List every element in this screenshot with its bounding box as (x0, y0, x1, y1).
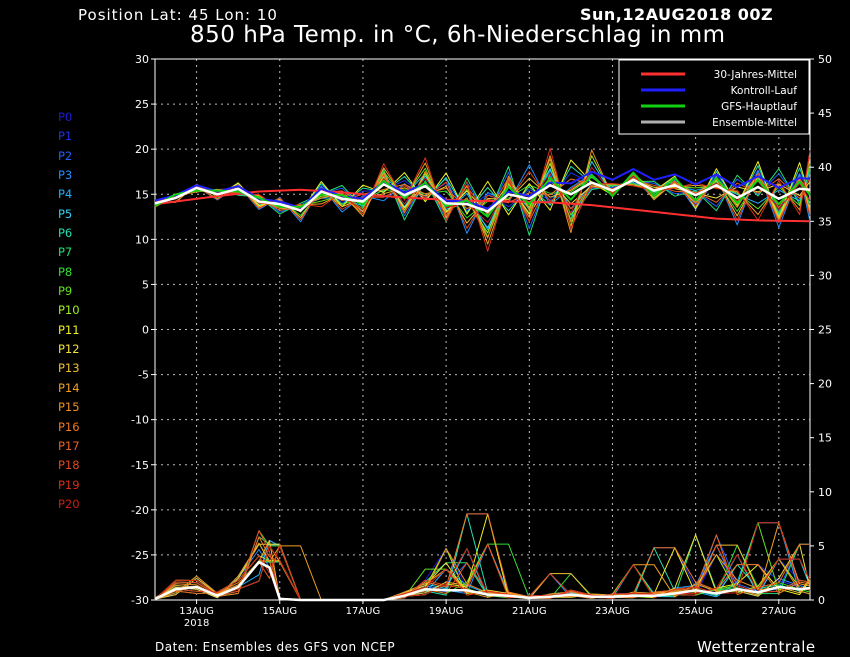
x-tick-label: 23AUG (595, 606, 630, 617)
y-left-tick-label: 15 (135, 188, 149, 201)
axis-layer: 302520151050-5-10-15-20-25-3050454035302… (131, 53, 832, 629)
legend-entry: Kontroll-Lauf (731, 85, 798, 97)
member-label-p3: P3 (58, 168, 73, 183)
legend-entry: Ensemble-Mittel (712, 117, 797, 129)
series-layer (154, 147, 811, 602)
y-left-tick-label: -25 (131, 549, 149, 562)
position-label: Position Lat: 45 Lon: 10 (78, 6, 278, 24)
member-label-p4: P4 (58, 187, 73, 202)
member-label-p17: P17 (58, 438, 80, 453)
y-right-tick-label: 0 (818, 594, 825, 607)
y-left-tick-label: -15 (131, 459, 149, 472)
member-precip-line-p18 (154, 530, 811, 601)
y-left-tick-label: -20 (131, 504, 149, 517)
member-label-p7: P7 (58, 245, 73, 260)
y-right-tick-label: 10 (818, 486, 832, 499)
y-right-tick-label: 35 (818, 215, 832, 228)
member-label-p10: P10 (58, 303, 80, 318)
y-left-tick-label: 0 (142, 324, 149, 337)
member-label-p1: P1 (58, 129, 73, 144)
y-left-tick-label: 20 (135, 143, 149, 156)
member-legend: P0 P1 P2 P3 P4 P5 P6 P7 P8 P9 P10 P11 P12 P13 P14 P15 P1… (58, 108, 80, 514)
legend-entry: 30-Jahres-Mittel (714, 69, 797, 81)
member-precip-line-p16 (154, 513, 811, 601)
member-precip-line-p14 (154, 522, 811, 601)
x-tick-label: 15AUG (262, 606, 297, 617)
y-right-tick-label: 45 (818, 107, 832, 120)
ensemble-mean-temp-line (154, 178, 811, 213)
gfs-main-run-line (154, 171, 811, 218)
member-precip-line-p17 (154, 534, 810, 601)
grid-layer (155, 59, 810, 600)
y-right-tick-label: 20 (818, 378, 832, 391)
y-right-tick-label: 25 (818, 324, 832, 337)
x-tick-label: 27AUG (761, 606, 796, 617)
member-precip-line-p15 (154, 548, 811, 601)
ensemble-mean-precip-line (154, 560, 811, 602)
member-label-p8: P8 (58, 264, 73, 279)
member-label-p5: P5 (58, 206, 73, 221)
brand-label: Wetterzentrale (697, 638, 816, 656)
y-left-tick-label: -10 (131, 414, 149, 427)
x-tick-label: 25AUG (678, 606, 713, 617)
y-left-tick-label: 30 (135, 53, 149, 66)
member-label-p9: P9 (58, 284, 73, 299)
y-right-tick-label: 40 (818, 161, 832, 174)
member-label-p12: P12 (58, 342, 80, 357)
member-label-p16: P16 (58, 419, 80, 434)
member-label-p0: P0 (58, 110, 73, 124)
run-date-label: Sun,12AUG2018 00Z (580, 5, 774, 24)
x-tick-label: 19AUG (429, 606, 464, 617)
member-precip-line-p13 (154, 540, 811, 601)
series-legend: 30-Jahres-Mittel Kontroll-Lauf GFS-Hauptla… (618, 59, 810, 135)
y-left-tick-label: 5 (142, 278, 149, 291)
y-right-tick-label: 5 (818, 540, 825, 553)
member-label-p18: P18 (58, 458, 80, 473)
x-tick-label: 21AUG (512, 606, 547, 617)
data-source-label: Daten: Ensembles des GFS von NCEP (155, 640, 396, 654)
y-right-tick-label: 15 (818, 432, 832, 445)
x-tick-label: 13AUG (179, 606, 214, 617)
member-label-p11: P11 (58, 322, 80, 337)
y-left-tick-label: -30 (131, 594, 149, 607)
y-left-tick-label: -5 (138, 369, 149, 382)
chart-title: 850 hPa Temp. in °C, 6h-Niederschlag in … (190, 22, 726, 48)
legend-entry: GFS-Hauptlauf (721, 101, 797, 113)
member-label-p19: P19 (58, 477, 80, 492)
plot-frame (154, 58, 811, 601)
member-label-p20: P20 (58, 496, 80, 511)
control-run-line (154, 168, 811, 210)
member-label-p14: P14 (58, 380, 80, 395)
member-label-p2: P2 (58, 148, 73, 163)
y-right-tick-label: 50 (818, 53, 832, 66)
y-right-tick-label: 30 (818, 269, 832, 282)
x-tick-label: 17AUG (346, 606, 381, 617)
member-label-p15: P15 (58, 400, 80, 415)
x-tick-sublabel: 2018 (184, 618, 209, 629)
y-left-tick-label: 25 (135, 98, 149, 111)
member-label-p13: P13 (58, 361, 80, 376)
y-left-tick-label: 10 (135, 233, 149, 246)
member-label-p6: P6 (58, 226, 73, 241)
